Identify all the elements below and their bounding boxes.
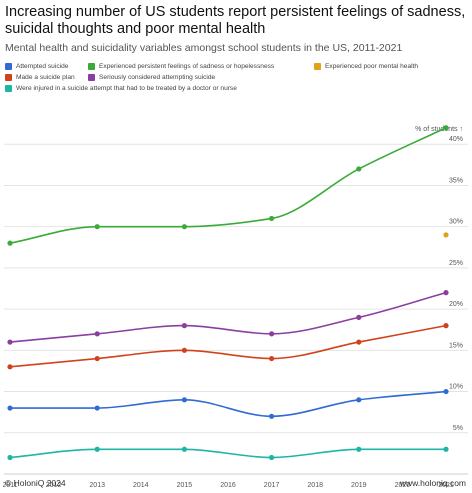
data-point[interactable] <box>269 355 275 362</box>
legend-swatch <box>5 74 12 81</box>
x-tick-label: 2015 <box>177 482 193 489</box>
legend-swatch <box>88 63 95 70</box>
legend-row: Attempted suicide Experienced persistent… <box>5 61 471 72</box>
y-tick-label: 20% <box>449 301 463 308</box>
chart-grid <box>4 143 468 475</box>
series-group <box>7 323 449 370</box>
x-tick-label: 2013 <box>89 482 105 489</box>
legend-swatch <box>314 63 321 70</box>
legend-row: Made a suicide plan Seriously considered… <box>5 72 471 83</box>
data-point[interactable] <box>94 405 100 411</box>
legend-label: Attempted suicide <box>16 63 69 70</box>
data-point[interactable] <box>181 224 187 230</box>
series-group <box>7 125 449 246</box>
series-line <box>9 291 447 343</box>
data-point[interactable] <box>269 215 275 222</box>
data-point[interactable] <box>443 232 449 238</box>
chart-legend: Attempted suicide Experienced persistent… <box>5 61 471 94</box>
data-point[interactable] <box>7 240 13 246</box>
x-tick-label: 2014 <box>133 482 149 489</box>
chart-title: Increasing number of US students report … <box>5 4 466 37</box>
legend-label: Experienced persistent feelings of sadne… <box>99 63 275 70</box>
legend-label: Were injured in a suicide attempt that h… <box>16 85 237 92</box>
legend-item-suicide-plan[interactable]: Made a suicide plan <box>5 74 88 81</box>
legend-label: Seriously considered attempting suicide <box>99 74 216 81</box>
y-axis: 5% 10% 15% 20% 25% 30% 35% 40% <box>449 136 463 432</box>
y-axis-label: % of students ↑ <box>415 126 463 133</box>
data-point[interactable] <box>356 446 362 452</box>
x-tick-label: 2017 <box>264 482 280 489</box>
data-point[interactable] <box>181 397 187 403</box>
legend-label: Experienced poor mental health <box>325 63 419 70</box>
data-point[interactable] <box>269 331 275 337</box>
series-line <box>9 127 447 244</box>
legend-item-injured[interactable]: Were injured in a suicide attempt that h… <box>5 85 237 92</box>
x-tick-label: 2020 <box>395 482 411 489</box>
series-group <box>7 446 449 461</box>
data-point[interactable] <box>181 446 187 452</box>
series-line <box>9 448 446 459</box>
x-tick-label: 2016 <box>220 482 236 489</box>
x-axis: 2011 2012 2013 2014 2015 2016 2017 2018 2019 2020… <box>2 482 453 489</box>
chart-series <box>7 125 449 461</box>
legend-item-sadness[interactable]: Experienced persistent feelings of sadne… <box>88 63 314 70</box>
y-tick-label: 15% <box>449 342 463 349</box>
y-tick-label: 40% <box>449 136 463 143</box>
data-point[interactable] <box>356 166 362 172</box>
legend-item-considered-suicide[interactable]: Seriously considered attempting suicide <box>88 74 215 81</box>
data-point[interactable] <box>269 413 275 419</box>
data-point[interactable] <box>356 339 362 345</box>
data-point[interactable] <box>356 314 362 320</box>
x-tick-label: 2018 <box>307 482 323 489</box>
data-point[interactable] <box>7 454 13 461</box>
x-tick-label: 2019 <box>351 482 367 489</box>
data-point[interactable] <box>443 290 449 296</box>
legend-item-attempted-suicide[interactable]: Attempted suicide <box>5 63 88 70</box>
legend-swatch <box>5 63 12 70</box>
x-tick-label: 2012 <box>46 482 62 489</box>
copyright: © HoloniQ 2024 <box>5 478 66 488</box>
y-tick-label: 35% <box>449 177 463 184</box>
series-group <box>443 232 449 238</box>
data-point[interactable] <box>7 364 13 370</box>
data-point[interactable] <box>443 323 449 329</box>
data-point[interactable] <box>443 446 449 452</box>
legend-swatch <box>5 85 12 92</box>
chart-subtitle: Mental health and suicidality variables … <box>5 42 403 54</box>
data-point[interactable] <box>356 397 362 403</box>
x-tick-label: 2011 <box>2 482 17 489</box>
y-tick-label: 30% <box>449 219 463 226</box>
y-tick-label: 25% <box>449 260 463 267</box>
data-point[interactable] <box>94 355 100 362</box>
data-point[interactable] <box>94 446 100 452</box>
legend-label: Made a suicide plan <box>16 74 75 81</box>
data-point[interactable] <box>7 339 13 345</box>
legend-row: Were injured in a suicide attempt that h… <box>5 83 471 94</box>
data-point[interactable] <box>181 347 187 353</box>
x-tick-label: 2021 <box>438 482 454 489</box>
data-point[interactable] <box>94 224 100 230</box>
data-point[interactable] <box>443 388 449 395</box>
series-group <box>7 388 449 419</box>
y-tick-label: 10% <box>449 384 463 391</box>
series-line <box>9 324 447 368</box>
data-point[interactable] <box>181 323 187 329</box>
data-point[interactable] <box>443 125 449 131</box>
data-point[interactable] <box>7 405 13 411</box>
website-link[interactable]: www.holoniq.com <box>399 478 466 488</box>
y-tick-label: 5% <box>453 425 463 432</box>
data-point[interactable] <box>269 454 275 461</box>
data-point[interactable] <box>94 331 100 337</box>
legend-item-poor-mental-health[interactable]: Experienced poor mental health <box>314 63 418 70</box>
legend-swatch <box>88 74 95 81</box>
series-line <box>10 390 447 418</box>
series-group <box>7 290 449 345</box>
